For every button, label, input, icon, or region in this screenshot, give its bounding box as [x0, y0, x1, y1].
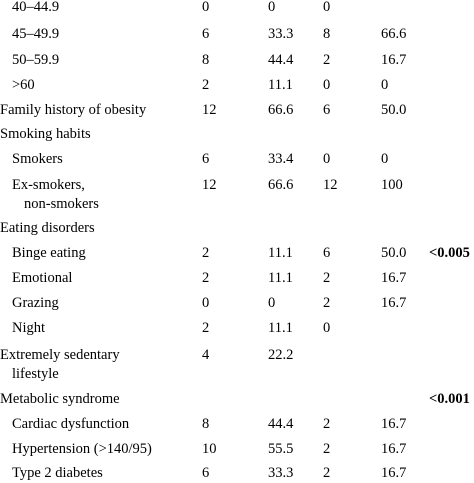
group1-percent: 66.6 — [268, 177, 294, 193]
row-label: Binge eating — [12, 245, 86, 261]
row-label: Cardiac dysfunction — [12, 416, 130, 432]
section-label: Metabolic syndrome — [0, 391, 120, 407]
p-value: <0.001 — [429, 391, 470, 407]
group1-count: 2 — [202, 320, 210, 336]
group1-percent: 11.1 — [268, 245, 293, 261]
group2-count: 12 — [323, 177, 338, 193]
group2-count: 2 — [323, 270, 331, 286]
row-label: Ex-smokers, — [12, 177, 85, 193]
row-label-continued: lifestyle — [12, 366, 59, 382]
group1-count: 12 — [202, 102, 217, 118]
group1-count: 2 — [202, 270, 210, 286]
row-label: Extremely sedentary — [0, 347, 120, 363]
row-label: 40–44.9 — [12, 0, 60, 15]
row-label: Hypertension (>140/95) — [12, 441, 152, 457]
group1-percent: 11.1 — [268, 270, 293, 286]
group1-count: 6 — [202, 465, 210, 481]
group2-count: 2 — [323, 416, 331, 432]
group1-count: 8 — [202, 416, 210, 432]
row-label-continued: non-smokers — [24, 196, 99, 212]
group2-count: 6 — [323, 245, 331, 261]
group1-count: 0 — [202, 0, 210, 15]
group2-count: 2 — [323, 441, 331, 457]
row-label: Grazing — [12, 295, 59, 311]
group2-percent: 16.7 — [381, 52, 407, 68]
row-label: >60 — [12, 77, 35, 93]
group1-count: 0 — [202, 295, 210, 311]
group1-count: 6 — [202, 26, 210, 42]
group1-percent: 33.4 — [268, 151, 294, 167]
group2-percent: 66.6 — [381, 26, 407, 42]
group2-count: 2 — [323, 295, 331, 311]
group1-percent: 11.1 — [268, 320, 293, 336]
row-label: Smokers — [12, 151, 63, 167]
group1-percent: 22.2 — [268, 347, 294, 363]
p-value: <0.005 — [429, 245, 470, 261]
group2-count: 0 — [323, 151, 331, 167]
group2-count: 0 — [323, 77, 331, 93]
group1-percent: 66.6 — [268, 102, 294, 118]
row-label: Family history of obesity — [0, 102, 147, 118]
group1-count: 4 — [202, 347, 210, 363]
group1-percent: 33.3 — [268, 26, 294, 42]
group1-count: 2 — [202, 77, 210, 93]
row-label: Night — [12, 320, 46, 336]
group2-percent: 50.0 — [381, 102, 407, 118]
group2-percent: 50.0 — [381, 245, 407, 261]
group2-percent: 16.7 — [381, 416, 407, 432]
row-label: 45–49.9 — [12, 26, 60, 42]
group2-percent: 16.7 — [381, 270, 407, 286]
group1-percent: 0 — [268, 295, 276, 311]
group2-percent: 16.7 — [381, 441, 407, 457]
group2-percent: 0 — [381, 77, 389, 93]
group1-count: 2 — [202, 245, 210, 261]
group1-percent: 44.4 — [268, 52, 294, 68]
group1-percent: 44.4 — [268, 416, 294, 432]
row-label: Emotional — [12, 270, 73, 286]
group2-count: 0 — [323, 320, 331, 336]
group1-count: 8 — [202, 52, 210, 68]
group2-count: 2 — [323, 52, 331, 68]
group2-count: 8 — [323, 26, 331, 42]
group1-count: 12 — [202, 177, 217, 193]
group1-count: 10 — [202, 441, 217, 457]
group1-percent: 0 — [268, 0, 276, 15]
group1-percent: 55.5 — [268, 441, 294, 457]
group2-percent: 100 — [381, 177, 403, 193]
section-label: Smoking habits — [0, 126, 91, 142]
section-label: Eating disorders — [0, 220, 95, 236]
group1-percent: 11.1 — [268, 77, 293, 93]
group2-count: 0 — [323, 0, 331, 15]
group2-count: 2 — [323, 465, 331, 481]
group1-count: 6 — [202, 151, 210, 167]
group2-percent: 0 — [381, 151, 389, 167]
row-label: 50–59.9 — [12, 52, 60, 68]
group2-percent: 16.7 — [381, 295, 407, 311]
group2-count: 6 — [323, 102, 331, 118]
